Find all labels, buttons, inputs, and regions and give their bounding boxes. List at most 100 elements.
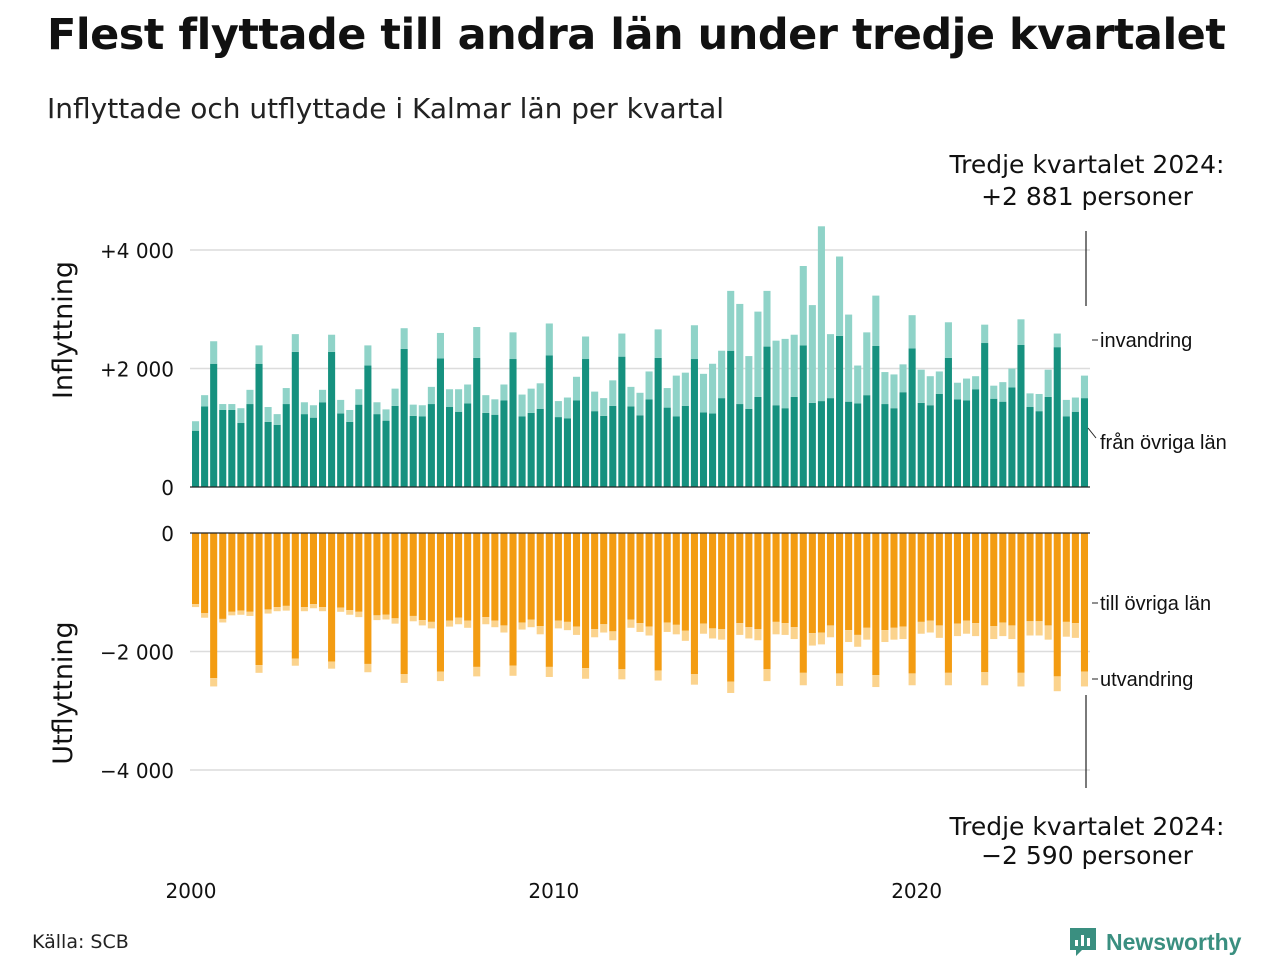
bar-utflyttning-utland [690,674,698,685]
bar-inflyttning-utland [772,340,780,406]
x-tick-label: 2020 [891,879,942,903]
bar-inflyttning-lan [246,404,254,487]
bar-utflyttning-utland [935,625,943,638]
bar-inflyttning-lan [264,421,272,487]
series-label: utvandring [1100,669,1193,691]
y-tick-label: 0 [161,522,174,546]
bar-utflyttning-utland [681,630,689,641]
bar-inflyttning-utland [400,328,408,349]
bar-utflyttning-utland [318,607,327,612]
bar-utflyttning-lan [618,533,626,670]
bar-utflyttning-utland [790,627,798,640]
bar-utflyttning-utland [645,626,653,636]
brand-name: Newsworthy [1106,928,1242,955]
bar-utflyttning-lan [445,533,454,621]
bar-inflyttning-lan [1071,411,1079,487]
bar-inflyttning-utland [455,389,463,412]
bar-inflyttning-lan [627,406,635,487]
bar-utflyttning-utland [518,622,526,630]
bar-utflyttning-utland [609,631,617,641]
bar-utflyttning-utland [627,619,635,628]
bar-utflyttning-lan [727,533,735,682]
bar-inflyttning-lan [872,345,880,487]
bar-utflyttning-utland [291,658,299,666]
bar-inflyttning-lan [219,409,227,487]
bar-utflyttning-utland [763,669,771,682]
bar-utflyttning-utland [654,670,662,681]
bar-inflyttning-utland [527,388,535,413]
bar-inflyttning-utland [690,325,698,360]
brand-logo[interactable]: Newsworthy [1068,926,1241,958]
bar-inflyttning-utland [826,334,835,399]
page-title: Flest flyttade till andra län under tred… [47,10,1226,60]
bar-utflyttning-utland [672,624,680,635]
bar-utflyttning-utland [899,626,907,640]
bar-inflyttning-utland [445,389,454,408]
bar-inflyttning-lan [500,400,508,487]
bar-utflyttning-utland [536,626,544,635]
bar-utflyttning-lan [1071,533,1079,624]
bar-utflyttning-lan [899,533,907,627]
bar-inflyttning-lan [826,398,835,488]
bar-utflyttning-lan [527,533,535,620]
bar-utflyttning-lan [1053,533,1061,677]
bars-inflyttning [192,226,1089,488]
bar-inflyttning-utland [636,392,644,416]
bar-utflyttning-utland [464,620,472,628]
bar-utflyttning-lan [400,533,408,675]
bar-utflyttning-lan [845,533,853,631]
bar-inflyttning-lan [1053,347,1061,487]
gridlines-utflyttning [190,650,1090,771]
bar-inflyttning-utland [192,421,200,431]
bar-utflyttning-utland [754,628,762,641]
bar-inflyttning-lan [808,402,816,487]
bar-utflyttning-utland [953,623,962,637]
bar-utflyttning-lan [645,533,653,627]
bar-inflyttning-utland [808,305,816,403]
bar-inflyttning-utland [418,405,426,417]
bar-inflyttning-lan [582,359,590,487]
bar-inflyttning-lan [836,335,844,487]
bar-utflyttning-lan [346,533,354,611]
bar-inflyttning-utland [436,332,444,359]
series-label: invandring [1100,330,1192,352]
bar-utflyttning-utland [445,620,454,627]
bar-utflyttning-utland [409,615,417,622]
bar-inflyttning-lan [609,405,617,487]
bar-utflyttning-utland [473,666,481,677]
bar-inflyttning-utland [382,409,390,421]
bar-inflyttning-lan [754,396,762,487]
bar-inflyttning-utland [981,324,989,344]
bar-inflyttning-utland [972,376,980,390]
bar-inflyttning-utland [309,405,317,418]
bar-utflyttning-utland [745,627,753,639]
bar-inflyttning-utland [908,315,916,349]
bar-inflyttning-utland [926,376,934,406]
bar-utflyttning-utland [228,611,236,616]
bar-utflyttning-lan [817,533,825,633]
bar-utflyttning-utland [346,610,354,615]
bar-utflyttning-lan [291,533,299,659]
bar-inflyttning-lan [418,416,426,487]
bar-inflyttning-lan [745,408,753,487]
bar-utflyttning-lan [1026,533,1034,622]
bar-inflyttning-utland [863,332,871,396]
bar-utflyttning-utland [826,625,835,638]
bar-inflyttning-utland [836,256,844,336]
bar-inflyttning-lan [464,403,472,487]
page-subtitle: Inflyttade och utflyttade i Kalmar län p… [47,92,725,125]
bar-inflyttning-utland [346,409,354,422]
bar-utflyttning-lan [246,533,254,612]
bar-utflyttning-utland [373,615,381,621]
bar-inflyttning-utland [817,226,825,402]
bar-utflyttning-lan [926,533,934,621]
bar-utflyttning-utland [554,620,562,629]
bar-utflyttning-utland [863,627,871,640]
bar-inflyttning-utland [681,372,689,406]
bar-utflyttning-lan [872,533,880,676]
bar-inflyttning-lan [400,348,408,487]
bar-utflyttning-lan [1080,533,1089,672]
bar-inflyttning-lan [536,408,544,487]
bar-utflyttning-utland [600,624,608,633]
bar-utflyttning-utland [699,623,708,634]
